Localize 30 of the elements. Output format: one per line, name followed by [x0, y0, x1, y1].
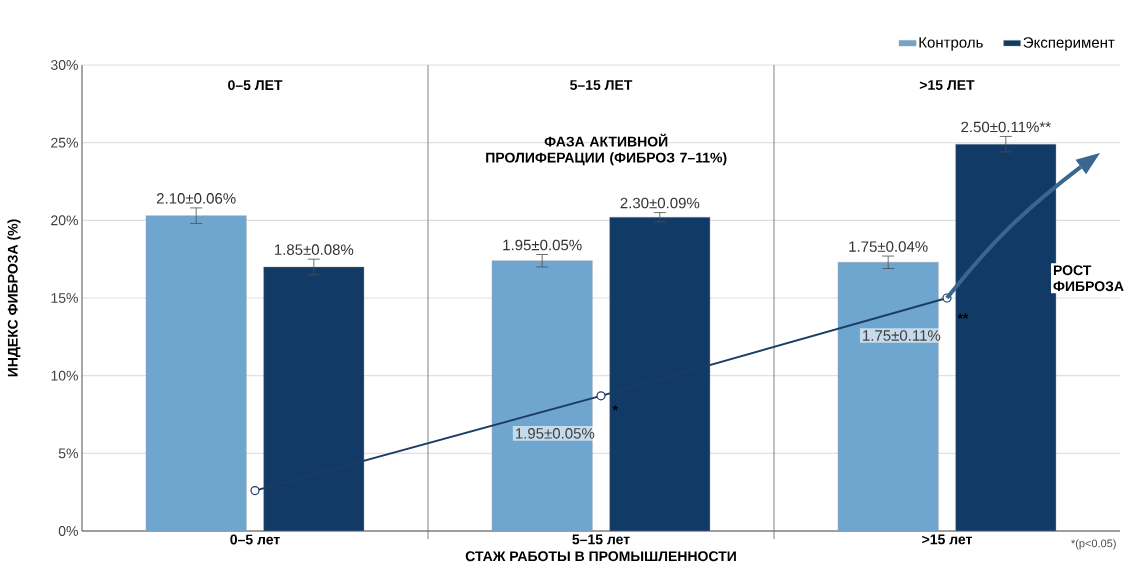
y-tick-label: 25% [51, 137, 78, 148]
y-tick-label: 20% [51, 215, 78, 226]
annotation: ФАЗА АКТИВНОЙ ПРОЛИФЕРАЦИИ (ФИБРОЗ 7–11%) [486, 133, 727, 166]
x-tick-label: >15 лет [922, 534, 972, 545]
legend-label: Контроль [919, 37, 983, 51]
annotation: 2.30±0.09% [620, 197, 700, 209]
annotation: * [612, 405, 618, 411]
annotation: ** [957, 313, 969, 319]
annotation: РОСТ ФИБРОЗА [1053, 265, 1124, 292]
legend-label: Эксперимент [1023, 37, 1115, 51]
y-tick-label: 30% [50, 60, 78, 70]
x-tick-label: 5–15 лет [572, 534, 630, 545]
y-tick-label: 0% [58, 526, 78, 536]
y-tick-label: 15% [51, 293, 78, 303]
annotation: 1.85±0.08% [274, 244, 354, 255]
annotation: 1.95±0.05% [503, 239, 582, 251]
x-tick-label: 0–5 лет [230, 534, 280, 545]
annotation: 1.75±0.11% [863, 330, 941, 341]
x-axis-title: СТАЖ РАБОТЫ В ПРОМЫШЛЕННОСТИ [465, 551, 736, 562]
annotation: 0–5 ЛЕТ [228, 80, 283, 91]
y-tick-label: 10% [51, 370, 78, 381]
text: *(p<0.05) [1071, 539, 1116, 550]
annotation: 1.95±0.05% [515, 428, 595, 439]
annotation: 2.10±0.06% [156, 193, 236, 204]
annotation: 2.50±0.11%** [961, 121, 1051, 133]
y-tick-label: 5% [58, 448, 78, 459]
y-axis-title: ИНДЕКС ФИБРОЗА (%) [7, 219, 21, 377]
annotation: >15 ЛЕТ [919, 80, 975, 90]
annotation: 5–15 ЛЕТ [570, 80, 633, 90]
annotation: 1.75±0.04% [849, 241, 928, 252]
